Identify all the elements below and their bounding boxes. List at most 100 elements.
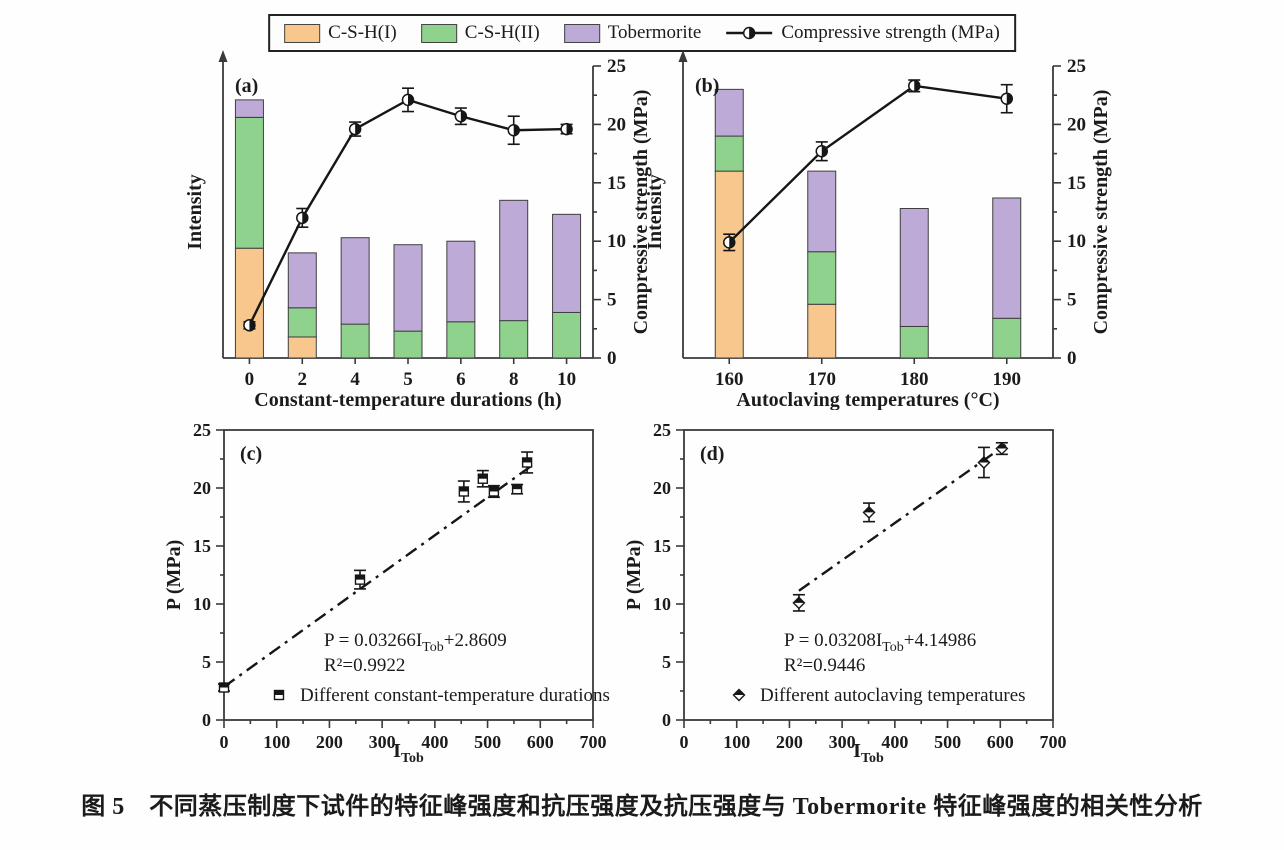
bar-segment-tobermorite bbox=[234, 99, 264, 118]
right-tick-label: 20 bbox=[607, 114, 626, 135]
y-axis-title-left: Intensity bbox=[644, 174, 666, 250]
fit-r2: R²=0.9446 bbox=[784, 655, 865, 676]
bar-segment-tobermorite bbox=[807, 170, 837, 253]
x-tick-label: 170 bbox=[808, 369, 837, 390]
y-axis-arrow bbox=[678, 50, 688, 62]
x-tick-label: 4 bbox=[350, 369, 360, 390]
y-axis-title: P (MPa) bbox=[623, 540, 645, 611]
x-tick-label: 5 bbox=[403, 369, 413, 390]
bar-segment-csh1 bbox=[807, 303, 837, 359]
x-axis-title: Constant-temperature durations (h) bbox=[254, 389, 561, 410]
right-tick-label: 5 bbox=[1067, 290, 1077, 311]
bar-segment-csh2 bbox=[340, 323, 370, 359]
right-tick-label: 0 bbox=[607, 348, 617, 369]
line-point-marker-fill bbox=[566, 123, 573, 135]
line-point-marker-fill bbox=[408, 94, 414, 106]
panel-label: (d) bbox=[700, 443, 724, 465]
x-tick-label: 0 bbox=[245, 369, 255, 390]
bar-segment-csh2 bbox=[287, 307, 317, 338]
fit-r2: R²=0.9922 bbox=[324, 655, 405, 676]
figure-legend: C-S-H(I) C-S-H(II) Tobermorite Compressi… bbox=[268, 14, 1016, 52]
bar-segment-tobermorite bbox=[287, 252, 317, 309]
chart-b-svg: 0 5 10 15 20 25 160 170 180 190 (b) Autoclaving tem… bbox=[644, 50, 1112, 411]
line-marker-icon bbox=[726, 26, 773, 40]
y-tick-label: 25 bbox=[653, 420, 671, 440]
y-axis-title: P (MPa) bbox=[163, 540, 185, 611]
line-point-marker-fill bbox=[914, 80, 920, 92]
x-tick-label: 300 bbox=[829, 732, 856, 752]
y-tick-label: 5 bbox=[662, 652, 671, 672]
right-tick-label: 5 bbox=[607, 290, 617, 311]
y-tick-label: 25 bbox=[193, 420, 211, 440]
x-tick-label: 400 bbox=[881, 732, 908, 752]
legend-item-csh2: C-S-H(II) bbox=[420, 22, 540, 44]
y-tick-label: 15 bbox=[193, 536, 211, 556]
scatter-marker-fill bbox=[459, 486, 469, 492]
x-axis-title: ITob bbox=[853, 740, 884, 766]
x-tick-label: 200 bbox=[316, 732, 343, 752]
legend-item-csh1: C-S-H(I) bbox=[284, 22, 397, 44]
scatter-marker-fill bbox=[489, 486, 499, 492]
panel-label: (c) bbox=[240, 443, 262, 465]
x-tick-label: 8 bbox=[509, 369, 519, 390]
bar-segment-tobermorite bbox=[446, 240, 476, 323]
figure-caption: 图 5 不同蒸压制度下试件的特征峰强度和抗压强度及抗压强度与 Tobermori… bbox=[81, 794, 1203, 820]
x-tick-label: 180 bbox=[900, 369, 929, 390]
x-tick-label: 2 bbox=[298, 369, 308, 390]
x-tick-label: 300 bbox=[369, 732, 396, 752]
panel-c: 0 5 10 15 20 25 0 100 200 300 400 500 600 700 P = 0.03… bbox=[140, 405, 660, 785]
bar-segment-csh1 bbox=[287, 336, 317, 359]
x-tick-label: 400 bbox=[421, 732, 448, 752]
x-tick-label: 100 bbox=[723, 732, 750, 752]
panel-a: 0 5 10 15 20 25 0 2 4 5 6 8 10 (a) Constant-temperatur… bbox=[140, 50, 660, 415]
bar-segment-csh1 bbox=[714, 170, 744, 359]
line-point-marker-fill bbox=[513, 124, 520, 136]
plot-box bbox=[683, 429, 1054, 721]
csh1-swatch-icon bbox=[284, 23, 321, 43]
strength-line bbox=[728, 84, 1007, 244]
bar-segment-csh2 bbox=[552, 311, 582, 359]
bar-segment-csh2 bbox=[899, 325, 929, 359]
bar-segment-csh2 bbox=[446, 321, 476, 359]
bar-segment-tobermorite bbox=[340, 237, 370, 325]
x-tick-label: 160 bbox=[715, 369, 744, 390]
line-point-marker-fill bbox=[729, 236, 735, 248]
right-tick-label: 10 bbox=[607, 231, 626, 252]
y-tick-label: 10 bbox=[193, 594, 211, 614]
x-tick-label: 10 bbox=[557, 369, 576, 390]
bar-segment-tobermorite bbox=[714, 88, 744, 137]
scatter-marker-fill bbox=[355, 575, 365, 580]
legend-label: C-S-H(II) bbox=[464, 22, 540, 43]
right-tick-label: 15 bbox=[607, 173, 626, 194]
scatter-marker-fill bbox=[512, 484, 522, 490]
panel-label: (a) bbox=[235, 75, 258, 97]
y-axis-arrow bbox=[218, 50, 228, 62]
legend-label: Tobermorite bbox=[607, 22, 702, 43]
scatter-marker-fill bbox=[996, 443, 1008, 449]
y-tick-label: 10 bbox=[653, 594, 671, 614]
line-point-marker-fill bbox=[355, 123, 361, 135]
x-tick-label: 500 bbox=[474, 732, 501, 752]
y-tick-label: 15 bbox=[653, 536, 671, 556]
scatter-marker-fill bbox=[733, 689, 745, 695]
y-axis-title-right: Compressive strength (MPa) bbox=[630, 90, 652, 335]
fit-line bbox=[798, 443, 1007, 592]
legend-item-strength-line: Compressive strength (MPa) bbox=[725, 22, 1000, 44]
scatter-marker-fill bbox=[478, 474, 488, 479]
bar-segment-csh2 bbox=[992, 317, 1022, 359]
x-tick-label: 6 bbox=[456, 369, 466, 390]
scatter-marker-fill bbox=[978, 456, 990, 463]
legend-label: C-S-H(I) bbox=[328, 22, 397, 43]
bar-segment-csh2 bbox=[234, 116, 264, 249]
x-tick-label: 0 bbox=[680, 732, 689, 752]
chart-d-svg: 0 5 10 15 20 25 0 100 200 300 400 500 600 700 P = 0.03… bbox=[623, 420, 1067, 766]
bar-segment-tobermorite bbox=[899, 207, 929, 327]
panel-label: (b) bbox=[695, 75, 719, 97]
scatter-marker-fill bbox=[274, 690, 284, 695]
x-axis-title: ITob bbox=[393, 740, 424, 766]
x-tick-label: 100 bbox=[263, 732, 290, 752]
bar-segment-csh2 bbox=[807, 251, 837, 305]
right-tick-label: 15 bbox=[1067, 173, 1086, 194]
right-tick-label: 20 bbox=[1067, 114, 1086, 135]
